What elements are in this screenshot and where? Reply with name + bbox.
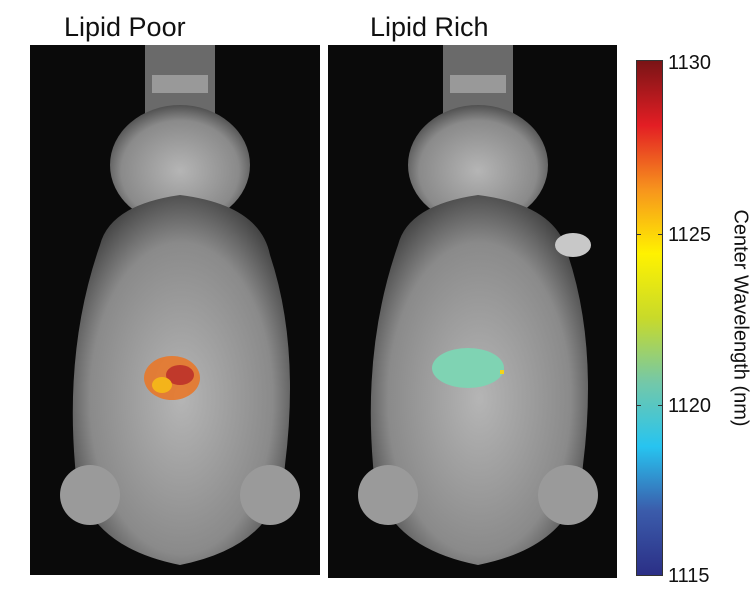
colorbar-tick [658, 234, 663, 235]
panel-title-lipid-rich: Lipid Rich [370, 12, 489, 42]
colorbar [636, 60, 663, 576]
mouse-image-lipid-poor [30, 45, 320, 575]
signal-overlay-lipid-rich [432, 348, 504, 388]
colorbar-tick-label: 1120 [668, 395, 712, 417]
colorbar-tick [636, 405, 641, 406]
signal-overlay-lipid-poor [144, 356, 200, 400]
colorbar-tick-label: 1130 [668, 52, 712, 74]
colorbar-tick [658, 405, 663, 406]
mouse-image-lipid-rich [328, 45, 617, 578]
colorbar-tick-label: 1125 [668, 224, 712, 246]
panel-title-lipid-poor: Lipid Poor [64, 12, 186, 42]
colorbar-tick-label: 1115 [668, 565, 710, 587]
colorbar-tick [636, 234, 641, 235]
colorbar-label: Center Wavelength (nm) [729, 209, 750, 427]
